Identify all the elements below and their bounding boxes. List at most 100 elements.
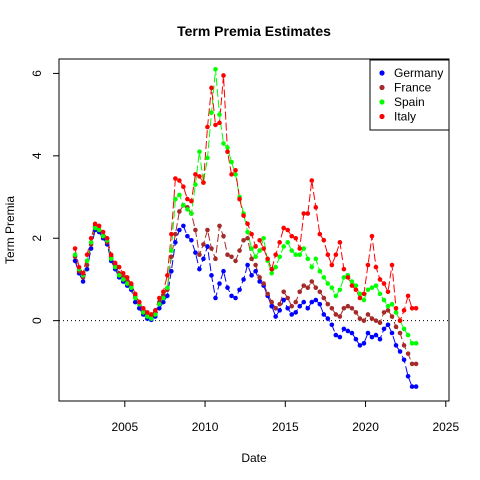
data-point-spain [116, 273, 122, 278]
data-point-italy [116, 264, 122, 270]
data-point-italy [309, 178, 315, 183]
data-point-italy [201, 180, 206, 185]
data-point-france [293, 299, 299, 305]
data-point-germany [345, 328, 351, 334]
data-point-italy [84, 252, 90, 258]
data-point-spain [325, 281, 331, 286]
data-point-france [233, 258, 238, 264]
data-point-spain [289, 248, 295, 253]
data-point-france [277, 301, 282, 307]
data-point-italy [281, 225, 286, 231]
data-point-germany [209, 273, 214, 278]
data-point-italy [409, 305, 415, 311]
data-point-spain [317, 268, 323, 274]
data-point-france [369, 316, 375, 321]
data-point-france [405, 351, 411, 356]
data-point-italy [169, 231, 174, 237]
data-point-italy [221, 73, 226, 78]
data-point-italy [349, 283, 355, 288]
data-point-germany [361, 341, 367, 346]
data-point-france [205, 227, 210, 233]
data-point-germany [136, 305, 142, 311]
data-point-italy [144, 310, 150, 315]
data-point-germany [285, 305, 291, 311]
data-point-france [317, 289, 323, 295]
data-point-spain [349, 279, 355, 284]
data-point-france [409, 361, 415, 367]
data-point-spain [261, 235, 266, 241]
data-point-germany [132, 299, 138, 305]
data-point-italy [241, 213, 246, 218]
data-point-italy [112, 260, 118, 266]
data-point-italy [341, 266, 347, 272]
data-point-germany [317, 301, 323, 307]
data-point-spain [321, 275, 327, 280]
data-point-germany [405, 373, 411, 379]
data-point-germany [217, 281, 222, 286]
data-point-spain [357, 291, 363, 297]
data-point-spain [381, 297, 387, 303]
data-point-france [289, 303, 295, 309]
data-point-germany [213, 295, 218, 301]
data-point-italy [401, 308, 407, 313]
data-point-spain [269, 270, 274, 276]
data-point-spain [341, 275, 347, 280]
data-point-germany [329, 322, 335, 328]
data-point-germany [269, 303, 274, 309]
data-point-france [257, 275, 262, 280]
data-point-spain [112, 264, 118, 270]
data-point-germany [341, 326, 347, 332]
data-point-france [341, 305, 347, 311]
y-tick-label: 4 [30, 152, 44, 159]
data-point-spain [333, 293, 339, 299]
data-point-france [333, 312, 339, 317]
data-point-italy [181, 184, 186, 190]
data-point-italy [277, 240, 282, 245]
data-point-spain [157, 301, 162, 307]
data-point-spain [120, 277, 126, 282]
data-point-germany [389, 330, 395, 336]
data-point-france [309, 279, 315, 284]
data-point-italy [317, 231, 323, 237]
data-point-spain [329, 285, 335, 290]
data-point-italy [193, 172, 198, 177]
data-point-italy [92, 221, 98, 227]
data-point-germany [369, 334, 375, 340]
data-point-france [173, 231, 178, 237]
data-point-spain [152, 312, 158, 317]
data-point-france [365, 312, 371, 317]
data-point-italy [313, 205, 319, 210]
data-point-italy [140, 305, 146, 311]
data-point-germany [157, 305, 162, 311]
data-point-germany [401, 357, 407, 363]
data-point-france [297, 289, 303, 295]
data-point-spain [337, 287, 343, 293]
data-point-france [249, 256, 254, 262]
chart-title: Term Premia Estimates [177, 23, 331, 39]
data-point-germany [297, 303, 303, 309]
data-point-france [389, 314, 395, 319]
data-point-spain [189, 211, 194, 216]
data-point-france [329, 305, 335, 311]
data-point-spain [148, 316, 154, 321]
data-point-france [397, 330, 403, 336]
data-point-spain [301, 246, 307, 251]
legend-marker-germany [379, 70, 385, 76]
data-point-italy [213, 122, 218, 128]
y-tick-label: 2 [30, 235, 44, 242]
data-point-france [301, 283, 307, 288]
data-point-france [237, 248, 242, 253]
data-point-france [381, 310, 387, 315]
data-point-spain [221, 141, 226, 146]
data-point-italy [301, 211, 307, 216]
data-point-spain [197, 149, 202, 155]
data-point-spain [124, 281, 130, 286]
data-point-germany [241, 277, 246, 282]
data-point-france [84, 262, 90, 268]
data-point-spain [181, 202, 186, 208]
data-point-spain [405, 332, 411, 338]
data-point-france [393, 324, 399, 330]
data-point-spain [249, 246, 254, 251]
data-point-germany [233, 295, 238, 301]
